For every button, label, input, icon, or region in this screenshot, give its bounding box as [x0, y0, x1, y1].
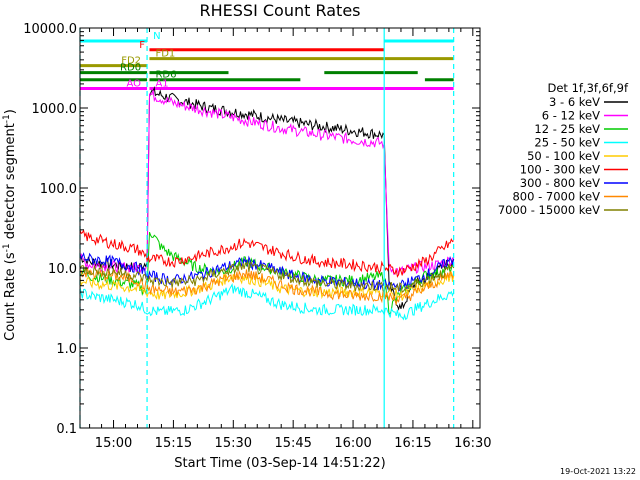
x-tick-label-2: 15:30 — [215, 436, 252, 451]
legend-label-12-25-kev: 12 - 25 keV — [534, 122, 600, 136]
y-tick-label-3: 10.0 — [48, 262, 77, 277]
legend-label-3-6-kev: 3 - 6 keV — [549, 95, 600, 109]
y-axis-label-sup1: -1 — [2, 243, 12, 252]
x-axis-label: Start Time (03-Sep-14 14:51:22) — [174, 456, 385, 471]
y-tick-label-2: 100.0 — [40, 182, 77, 197]
flag-label-f: F — [139, 40, 145, 51]
y-axis-label-sup2: -1 — [2, 114, 12, 123]
y-axis-label: Count Rate (s-1 detector segment-1) — [2, 109, 18, 341]
legend-label-100-300-kev: 100 - 300 keV — [520, 163, 600, 177]
legend-label-6-12-kev: 6 - 12 keV — [542, 109, 600, 123]
legend-title: Det 1f,3f,6f,9f — [547, 81, 628, 95]
axes: 10000.0 1000.0 100.0 10.0 1.0 0.1 15:00 15:15 15… — [23, 22, 491, 451]
legend-label-50-100-kev: 50 - 100 keV — [527, 149, 600, 163]
timestamp: 19-Oct-2021 13:22 — [560, 467, 636, 476]
y-tick-label-4: 1.0 — [56, 342, 77, 357]
x-tick-label-0: 15:00 — [95, 436, 132, 451]
flag-label-rd0: RD0 — [120, 63, 141, 74]
series-line-3-6-kev — [79, 86, 455, 311]
flag-label-a1: A1 — [155, 79, 168, 90]
y-tick-label-0: 10000.0 — [23, 22, 77, 37]
flag-label-rd6: RD6 — [155, 70, 176, 81]
legend-label-800-7000-kev: 800 - 7000 keV — [512, 190, 600, 204]
series-line-7000-15000-kev — [79, 260, 455, 293]
flag-label-ao: AO — [127, 79, 142, 90]
y-tick-label-5: 0.1 — [56, 422, 77, 437]
x-tick-label-1: 15:15 — [155, 436, 192, 451]
flag-label-fd2: FD2 — [121, 56, 141, 67]
y-axis-label-part3: ) — [3, 109, 18, 114]
series-line-800-7000-kev — [79, 267, 455, 306]
x-tick-label-6: 16:30 — [454, 436, 491, 451]
legend-label-300-800-kev: 300 - 800 keV — [520, 176, 600, 190]
flag-label-n: N — [153, 31, 160, 42]
legend-label-25-50-kev: 25 - 50 keV — [534, 136, 600, 150]
y-axis-label-part2: detector segment — [3, 123, 18, 243]
y-tick-label-1: 1000.0 — [32, 102, 78, 117]
plot-frame — [79, 27, 481, 429]
chart-title: RHESSI Count Rates — [200, 1, 361, 20]
series-line-25-50-kev — [79, 283, 455, 321]
x-tick-label-5: 16:15 — [394, 436, 431, 451]
series-lines — [79, 86, 455, 321]
x-tick-label-4: 16:00 — [334, 436, 371, 451]
x-tick-label-3: 15:45 — [274, 436, 311, 451]
series-line-50-100-kev — [79, 271, 455, 301]
legend-label-7000-15000-kev: 7000 - 15000 keV — [498, 203, 600, 217]
flag-label-fd1: FD1 — [155, 49, 175, 60]
series-line-100-300-kev — [79, 228, 455, 278]
y-axis-label-part1: Count Rate (s — [3, 252, 18, 341]
